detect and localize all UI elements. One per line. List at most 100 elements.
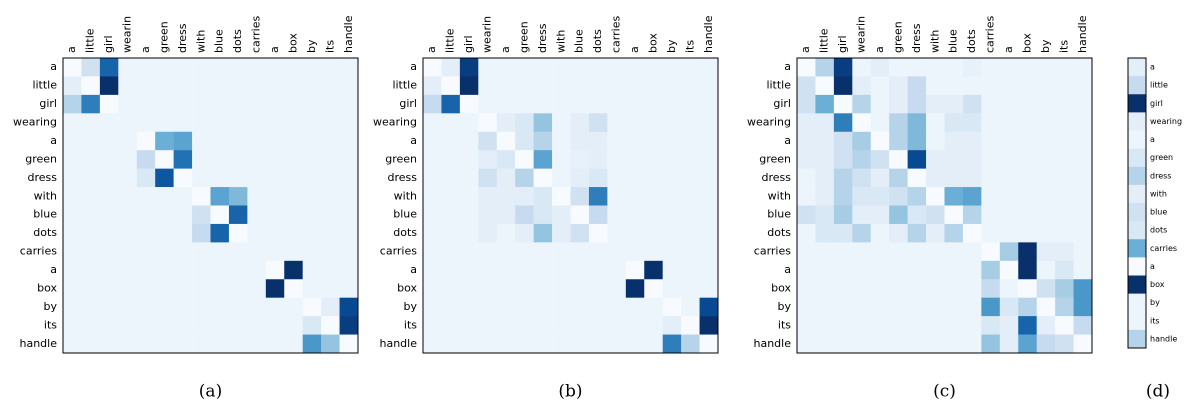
- cell: [339, 168, 359, 188]
- cell: [889, 334, 908, 354]
- cell: [889, 94, 908, 114]
- cell: [136, 242, 156, 262]
- cell: [588, 316, 608, 335]
- cell: [265, 223, 285, 243]
- cell: [99, 113, 119, 133]
- cell: [155, 260, 174, 280]
- cell: [607, 187, 627, 206]
- cell: [552, 297, 571, 317]
- cell: [570, 279, 590, 298]
- cell: [926, 316, 945, 335]
- strip-label: box: [1150, 280, 1165, 289]
- cell: [210, 187, 230, 206]
- cell: [478, 242, 498, 262]
- cell: [210, 131, 230, 151]
- cell: [870, 94, 890, 114]
- cell: [833, 316, 853, 335]
- cell: [607, 279, 627, 298]
- cell: [1073, 168, 1093, 188]
- cell: [1055, 150, 1074, 169]
- row-label: girl: [773, 97, 791, 110]
- row-label: carries: [380, 245, 417, 258]
- cell: [870, 260, 890, 280]
- cell: [1018, 168, 1037, 188]
- strip-cell: [1128, 275, 1146, 294]
- cell: [496, 168, 516, 188]
- cell: [552, 242, 571, 262]
- cell: [588, 279, 608, 298]
- cell: [962, 187, 982, 206]
- cell: [265, 279, 285, 298]
- cell: [63, 113, 82, 133]
- cell: [210, 58, 230, 77]
- row-label: green: [759, 152, 791, 165]
- cell: [962, 150, 982, 169]
- column-label: handle: [342, 15, 355, 53]
- cell: [681, 297, 700, 317]
- cell: [1073, 76, 1093, 96]
- cell: [533, 150, 553, 169]
- cell: [265, 205, 285, 225]
- column-label: blue: [947, 29, 960, 53]
- cell: [833, 150, 853, 169]
- cell: [999, 297, 1019, 317]
- cell: [210, 205, 230, 225]
- cell: [321, 260, 340, 280]
- cell: [625, 131, 645, 151]
- cell: [247, 168, 267, 188]
- column-label: dress: [910, 23, 923, 53]
- cell: [339, 150, 359, 169]
- cell: [63, 76, 82, 96]
- cell: [496, 260, 516, 280]
- row-label: a: [50, 134, 57, 147]
- column-label: box: [1020, 33, 1033, 53]
- cell: [1055, 168, 1074, 188]
- cell: [644, 223, 663, 243]
- row-label: a: [784, 263, 791, 276]
- column-label: green: [517, 21, 530, 53]
- cell: [192, 187, 211, 206]
- cell: [797, 279, 816, 298]
- cell: [99, 316, 119, 335]
- cell: [1073, 260, 1093, 280]
- cell: [441, 76, 461, 96]
- cell: [265, 168, 285, 188]
- cell: [533, 113, 553, 133]
- cell: [118, 334, 138, 354]
- cell: [699, 334, 719, 354]
- cell: [662, 260, 682, 280]
- cell: [441, 205, 461, 225]
- cell: [533, 187, 553, 206]
- cell: [136, 58, 156, 77]
- cell: [870, 187, 890, 206]
- cell: [607, 316, 627, 335]
- cell: [1018, 58, 1037, 77]
- cell: [441, 131, 461, 151]
- row-label: with: [394, 189, 417, 202]
- cell: [423, 260, 442, 280]
- cell: [962, 223, 982, 243]
- strip-label: dots: [1150, 226, 1167, 235]
- cell: [681, 279, 700, 298]
- strip-cell: [1128, 166, 1146, 186]
- cell: [155, 94, 174, 114]
- cell: [192, 242, 211, 262]
- cell: [644, 279, 663, 298]
- cell: [459, 297, 479, 317]
- cell: [228, 131, 248, 151]
- cell: [607, 297, 627, 317]
- cell: [852, 113, 872, 133]
- row-label: green: [385, 152, 417, 165]
- cell: [907, 205, 927, 225]
- cell: [478, 58, 498, 77]
- cell: [284, 334, 303, 354]
- cell: [284, 279, 303, 298]
- cell: [284, 150, 303, 169]
- cell: [644, 316, 663, 335]
- cell: [1055, 260, 1074, 280]
- cell: [192, 168, 211, 188]
- column-label: dots: [965, 29, 978, 53]
- column-label: a: [799, 46, 812, 53]
- column-label: girl: [836, 35, 849, 53]
- column-label: carries: [250, 16, 263, 53]
